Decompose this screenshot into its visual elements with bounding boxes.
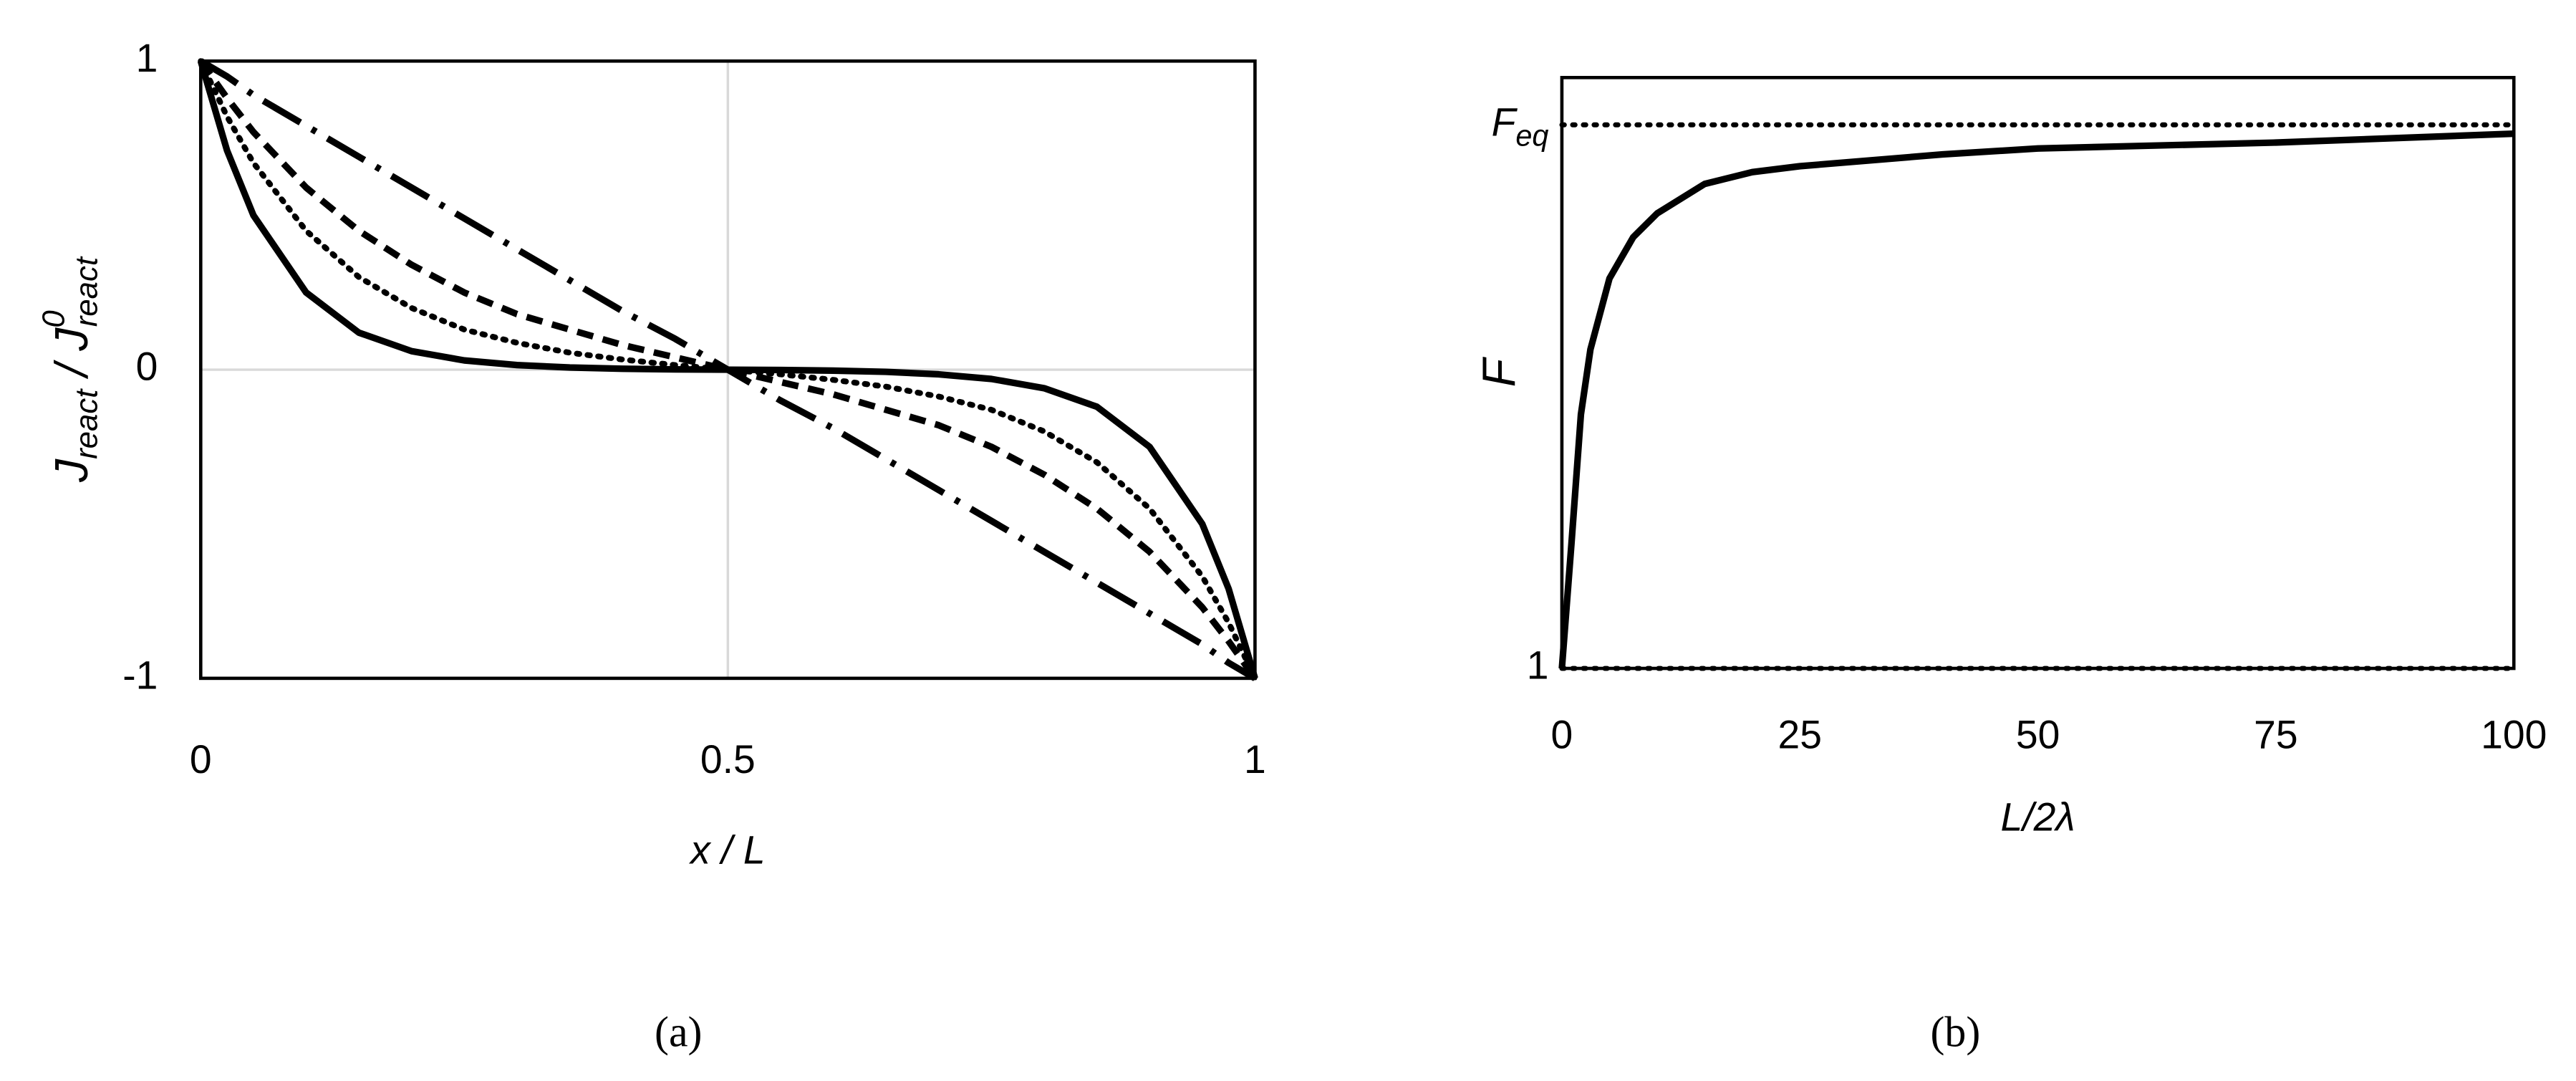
y-tick-label: 0 <box>136 345 158 389</box>
line-series <box>198 58 1257 681</box>
x-tick-label: 0 <box>1551 712 1573 756</box>
x-tick-label: 0 <box>190 737 212 782</box>
y-axis-label-part: / <box>46 351 97 390</box>
y-axis-label-part: J <box>46 458 97 483</box>
x-tick-label: 1 <box>1244 737 1266 782</box>
y-tick-label: 1 <box>1527 643 1549 688</box>
y-tick-label: -1 <box>122 653 158 697</box>
x-tick-label: 75 <box>2254 712 2298 756</box>
y-axis-label-part: react <box>69 256 104 327</box>
x-tick-label: 100 <box>2481 712 2547 756</box>
caption: (b) <box>1930 1009 1980 1056</box>
y-axis-label: F <box>1473 356 1525 387</box>
x-tick-label: 0.5 <box>700 737 756 782</box>
x-tick-label: 25 <box>1778 712 1822 756</box>
y-axis-label-part: 0 <box>36 310 71 327</box>
y-axis-label-part: J <box>46 327 97 352</box>
line-series <box>1558 130 2514 669</box>
y-axis-label: Jreact / J0react <box>36 256 104 483</box>
x-tick-label: 50 <box>2016 712 2060 756</box>
plot-frame <box>198 59 1257 681</box>
x-axis-label: L/2λ <box>2001 795 2075 840</box>
y-tick-label: Feq <box>1492 100 1549 153</box>
y-axis-label-part: F <box>1473 356 1525 387</box>
plot-frame <box>1560 75 2516 671</box>
x-axis-label: x / L <box>688 828 765 873</box>
y-axis-label-part: react <box>69 388 104 459</box>
caption: (a) <box>655 1009 702 1056</box>
y-tick-label: 1 <box>136 36 158 80</box>
